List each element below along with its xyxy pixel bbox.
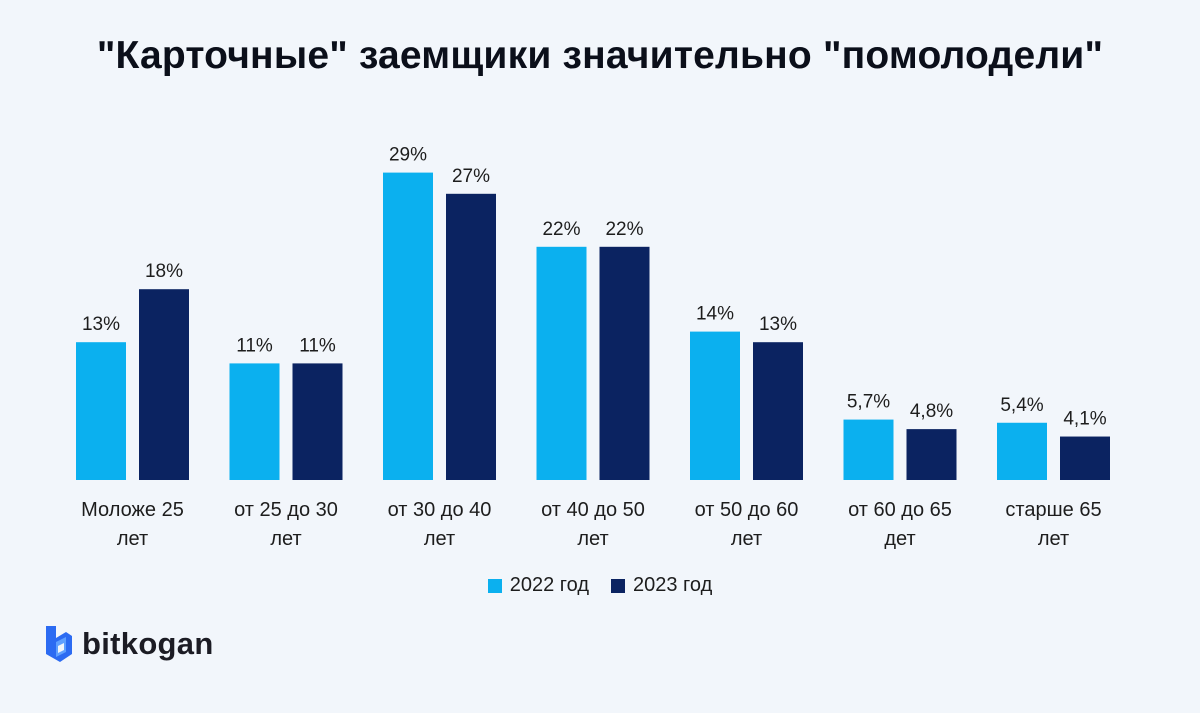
bar-2022-4: [690, 331, 740, 480]
data-label-2022-0: 13%: [82, 314, 120, 335]
category-label-6-line-1: лет: [1038, 528, 1069, 550]
bitkogan-b-icon: [46, 626, 72, 662]
legend-item-2022: 2022 год: [487, 574, 589, 597]
bar-2023-5: [906, 429, 957, 480]
category-label-1-line-0: от 25 до 30: [234, 499, 338, 521]
data-label-2023-1: 11%: [299, 335, 336, 356]
bar-2023-4: [753, 342, 803, 480]
data-label-2022-2: 29%: [389, 145, 427, 166]
bar-2023-0: [139, 289, 189, 480]
category-label-4-line-0: от 50 до 60: [695, 499, 799, 521]
category-label-4-line-1: лет: [731, 528, 762, 550]
bar-2023-2: [446, 193, 496, 481]
legend-swatch-2022: [487, 578, 502, 593]
data-label-2022-6: 5,4%: [1000, 395, 1043, 416]
category-label-3-line-1: лет: [577, 528, 608, 550]
data-label-2023-0: 18%: [145, 261, 183, 282]
legend-item-2023: 2023 год: [611, 574, 712, 597]
bar-2022-3: [536, 246, 587, 480]
data-label-2023-5: 4,8%: [910, 401, 953, 422]
category-label-6-line-0: старше 65: [1005, 499, 1101, 521]
category-label-5-line-0: от 60 до 65: [848, 499, 952, 521]
category-label-0-line-1: лет: [117, 528, 148, 550]
data-label-2022-3: 22%: [542, 219, 580, 240]
bar-2022-1: [229, 363, 280, 480]
category-label-2-line-0: от 30 до 40: [388, 499, 492, 521]
category-label-0-line-0: Моложе 25: [81, 499, 184, 521]
brand-logo: bitkogan: [44, 624, 214, 664]
data-label-2023-4: 13%: [759, 314, 797, 335]
bar-2022-6: [997, 422, 1047, 480]
bar-2023-6: [1060, 436, 1110, 480]
bar-2022-5: [843, 419, 894, 480]
data-label-2023-3: 22%: [605, 219, 643, 240]
data-label-2022-1: 11%: [236, 335, 273, 356]
data-label-2023-2: 27%: [452, 166, 490, 187]
brand-name: bitkogan: [82, 626, 214, 661]
data-label-2023-6: 4,1%: [1063, 409, 1106, 430]
bar-2023-3: [599, 246, 650, 480]
chart-title: "Карточные" заемщики значительно "помоло…: [96, 34, 1104, 77]
legend-label-2022: 2022 год: [509, 574, 589, 596]
data-label-2022-5: 5,7%: [847, 392, 890, 413]
category-label-3-line-0: от 40 до 50: [541, 499, 645, 521]
chart-legend: 2022 год 2023 год: [0, 574, 1200, 597]
bar-2023-1: [292, 363, 343, 480]
category-label-1-line-1: лет: [270, 528, 301, 550]
legend-swatch-2023: [611, 578, 625, 593]
data-label-2022-4: 14%: [696, 304, 734, 325]
category-label-2-line-1: лет: [424, 528, 455, 550]
bar-2022-0: [76, 342, 126, 480]
category-label-5-line-1: дет: [884, 528, 915, 550]
bar-2022-2: [383, 172, 433, 480]
legend-label-2023: 2023 год: [633, 574, 713, 596]
